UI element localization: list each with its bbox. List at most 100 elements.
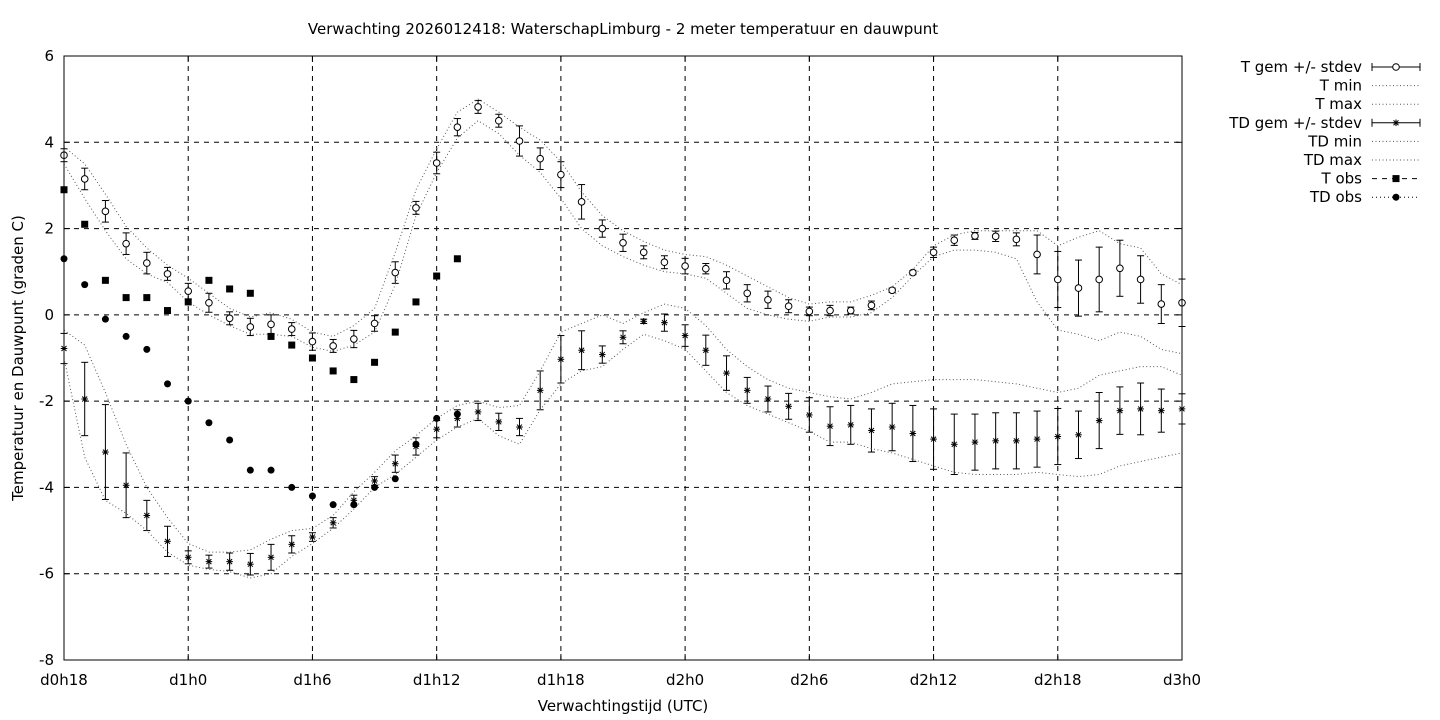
td-min-line xyxy=(63,333,1183,579)
td-obs-point xyxy=(371,483,379,491)
t-gem-stdev-point xyxy=(122,239,130,248)
td-min-series xyxy=(63,333,1183,579)
legend-item-t-gem-stdev: T gem +/- stdev xyxy=(1240,58,1421,76)
td-obs-point xyxy=(433,414,441,422)
t-gem-stdev-point xyxy=(971,232,979,240)
td-gem-stdev-point xyxy=(578,346,585,354)
t-gem-stdev-point xyxy=(1033,250,1041,259)
t-obs-point xyxy=(391,328,399,336)
t-gem-stdev-point xyxy=(80,175,89,183)
td-gem-stdev-point xyxy=(681,332,689,339)
t-obs-point xyxy=(329,367,337,375)
legend-marker xyxy=(1392,193,1400,201)
td-gem-stdev-point xyxy=(702,346,710,354)
star-stroke xyxy=(847,422,854,428)
y-tick-label: 0 xyxy=(44,306,54,324)
star-stroke xyxy=(206,558,212,565)
td-gem-stdev-point xyxy=(950,440,958,448)
t-gem-stdev-point xyxy=(1136,275,1145,284)
t-obs-point xyxy=(433,272,441,280)
star-stroke xyxy=(123,482,129,489)
legend-item-t-max: T max xyxy=(1314,95,1420,113)
td-gem-stdev-point xyxy=(391,460,399,467)
td-gem-stdev-point xyxy=(1033,435,1041,443)
td-max-series xyxy=(63,303,1183,553)
td-gem-stdev-point xyxy=(143,512,151,519)
t-gem-stdev-point xyxy=(909,268,917,277)
star-stroke xyxy=(143,512,150,519)
td-gem-stdev-point xyxy=(102,448,109,456)
t-gem-stdev-point xyxy=(681,262,689,270)
td-gem-stdev-point xyxy=(288,541,296,548)
legend-item-t-obs: T obs xyxy=(1321,170,1420,188)
td-gem-stdev-point xyxy=(1095,417,1103,424)
td-max-line xyxy=(63,303,1183,553)
star-stroke xyxy=(516,424,523,430)
t-gem-stdev-point xyxy=(660,258,669,267)
y-tick-label: -2 xyxy=(39,392,54,410)
td-obs-point xyxy=(164,380,172,388)
star-stroke xyxy=(537,387,544,394)
td-obs-point xyxy=(122,332,130,340)
t-gem-stdev-point xyxy=(515,137,524,145)
t-gem-stdev-point xyxy=(246,323,255,331)
td-obs-point xyxy=(101,315,109,323)
legend-item-td-obs: TD obs xyxy=(1309,188,1420,206)
td-gem-stdev-point xyxy=(309,533,316,541)
legend-marker xyxy=(1392,63,1400,71)
star-stroke xyxy=(723,370,730,376)
td-gem-stdev-point xyxy=(1157,407,1165,414)
t-gem-stdev-point xyxy=(950,236,959,245)
star-stroke xyxy=(578,347,585,354)
t-gem-stdev-point xyxy=(784,302,793,311)
t-obs-point xyxy=(371,358,379,366)
star-stroke xyxy=(599,351,606,358)
t-gem-stdev-point xyxy=(494,116,503,125)
t-max-line xyxy=(63,98,1183,337)
t-obs-point xyxy=(184,298,192,306)
plot-frame xyxy=(63,55,1183,661)
legend-label: T gem +/- stdev xyxy=(1240,58,1362,76)
star-stroke xyxy=(640,318,647,325)
star-stroke xyxy=(309,534,316,540)
t-obs-point xyxy=(143,294,151,302)
t-gem-stdev-point xyxy=(867,301,876,310)
td-gem-stdev-point xyxy=(847,421,855,429)
td-gem-stdev-point xyxy=(806,411,813,419)
td-obs-point xyxy=(288,483,296,491)
t-gem-stdev-point xyxy=(370,319,379,328)
t-gem-stdev-point xyxy=(453,123,462,131)
legend-item-t-min: T min xyxy=(1319,77,1420,95)
t-gem-stdev-point xyxy=(991,232,1000,241)
legend-label: TD min xyxy=(1307,132,1362,150)
legend-label: T obs xyxy=(1321,170,1363,188)
t-max-series xyxy=(63,98,1183,337)
legend-marker xyxy=(1392,119,1400,127)
td-gem-stdev-point xyxy=(122,481,130,489)
star-stroke xyxy=(1054,433,1061,440)
td-gem-stdev-point xyxy=(764,395,772,403)
star-stroke xyxy=(288,541,295,548)
t-obs-point xyxy=(226,285,234,293)
x-tick-label: d2h18 xyxy=(1034,671,1082,689)
star-stroke xyxy=(164,538,171,545)
star-stroke xyxy=(1137,406,1144,412)
td-gem-stdev-point xyxy=(474,408,482,416)
star-stroke xyxy=(392,460,399,467)
y-tick-label: 2 xyxy=(44,220,54,238)
t-obs-point xyxy=(288,341,296,349)
legend-item-td-max: TD max xyxy=(1303,151,1420,169)
star-stroke xyxy=(1158,407,1165,414)
td-gem-stdev-point xyxy=(267,554,275,561)
td-obs-point xyxy=(226,436,234,444)
star-stroke xyxy=(868,427,875,434)
star-stroke xyxy=(806,412,813,418)
t-obs-point xyxy=(453,255,461,263)
star-stroke xyxy=(661,319,668,326)
t-gem-stdev-point xyxy=(764,295,772,304)
y-tick-label: -4 xyxy=(39,478,54,496)
star-stroke xyxy=(1393,119,1399,126)
star-stroke xyxy=(765,396,771,402)
td-gem-stdev-point xyxy=(329,519,337,527)
